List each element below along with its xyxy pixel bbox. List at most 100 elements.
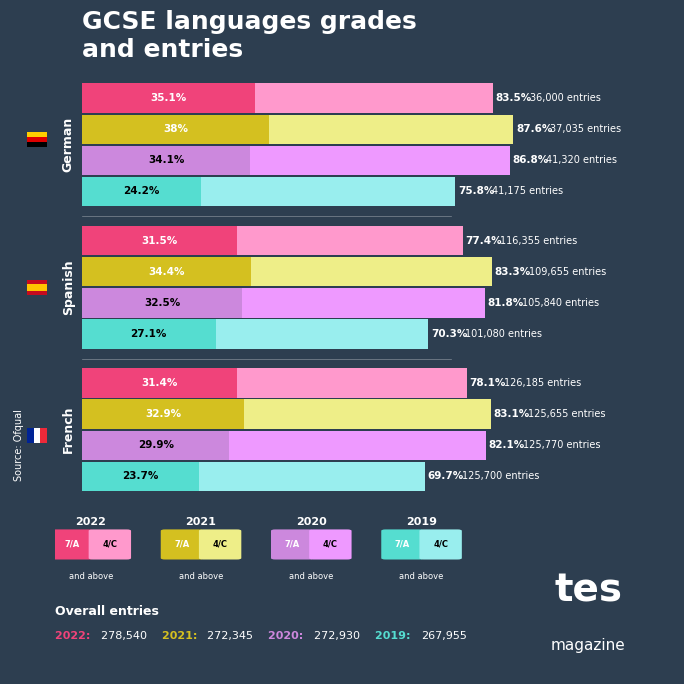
- Bar: [82, 114, 514, 144]
- Text: 31.5%: 31.5%: [142, 235, 178, 246]
- Text: 83.5%: 83.5%: [496, 93, 532, 103]
- Text: 2021:: 2021:: [161, 631, 201, 641]
- Bar: [27, 131, 47, 137]
- Text: German: German: [62, 117, 75, 172]
- Text: 126,185 entries: 126,185 entries: [503, 378, 581, 388]
- Text: 2020: 2020: [296, 516, 327, 527]
- Text: 83.3%: 83.3%: [495, 267, 531, 277]
- Text: 4/C: 4/C: [103, 540, 118, 549]
- Text: 2021: 2021: [185, 516, 216, 527]
- Bar: [82, 83, 493, 113]
- Bar: [34, 428, 40, 443]
- Bar: [82, 462, 425, 491]
- Bar: [27, 428, 34, 443]
- Text: 2019:: 2019:: [376, 631, 415, 641]
- Text: French: French: [62, 406, 75, 453]
- FancyBboxPatch shape: [89, 529, 131, 560]
- Text: 23.7%: 23.7%: [122, 471, 159, 482]
- FancyBboxPatch shape: [161, 529, 203, 560]
- Text: 267,955: 267,955: [421, 631, 467, 641]
- Text: 82.1%: 82.1%: [489, 440, 525, 450]
- Bar: [82, 83, 255, 113]
- Text: and above: and above: [68, 572, 113, 581]
- Bar: [82, 288, 242, 317]
- Bar: [27, 283, 47, 291]
- Text: 41,320 entries: 41,320 entries: [547, 155, 618, 166]
- FancyBboxPatch shape: [199, 529, 241, 560]
- Bar: [82, 257, 252, 287]
- Text: 34.1%: 34.1%: [148, 155, 184, 166]
- Text: 2022:: 2022:: [55, 631, 94, 641]
- Bar: [27, 280, 47, 283]
- Bar: [82, 288, 485, 317]
- Text: 4/C: 4/C: [213, 540, 228, 549]
- Text: Source: Ofqual: Source: Ofqual: [14, 408, 24, 481]
- Bar: [40, 428, 47, 443]
- Text: 2020:: 2020:: [268, 631, 308, 641]
- Text: 32.5%: 32.5%: [144, 298, 180, 308]
- Bar: [27, 137, 47, 142]
- FancyBboxPatch shape: [381, 529, 423, 560]
- Bar: [82, 176, 456, 207]
- Text: 116,355 entries: 116,355 entries: [500, 235, 577, 246]
- Bar: [82, 176, 201, 207]
- Bar: [82, 319, 428, 349]
- Bar: [82, 368, 237, 398]
- Text: 38%: 38%: [163, 124, 188, 134]
- Text: 272,930: 272,930: [314, 631, 367, 641]
- Bar: [82, 430, 229, 460]
- Text: 36,000 entries: 36,000 entries: [530, 93, 601, 103]
- Bar: [82, 226, 237, 255]
- Text: 4/C: 4/C: [323, 540, 338, 549]
- Text: 278,540: 278,540: [101, 631, 153, 641]
- Text: and above: and above: [179, 572, 223, 581]
- Text: 7/A: 7/A: [395, 540, 410, 549]
- FancyBboxPatch shape: [271, 529, 313, 560]
- Text: 7/A: 7/A: [285, 540, 300, 549]
- Text: 69.7%: 69.7%: [428, 471, 464, 482]
- Text: 70.3%: 70.3%: [431, 329, 467, 339]
- Text: 78.1%: 78.1%: [469, 378, 505, 388]
- FancyBboxPatch shape: [309, 529, 352, 560]
- Text: 125,700 entries: 125,700 entries: [462, 471, 540, 482]
- Text: 2022: 2022: [75, 516, 106, 527]
- Bar: [27, 291, 47, 295]
- Bar: [82, 399, 491, 429]
- Text: 81.8%: 81.8%: [488, 298, 524, 308]
- Text: 41,175 entries: 41,175 entries: [492, 187, 564, 196]
- Text: 109,655 entries: 109,655 entries: [529, 267, 607, 277]
- Text: 34.4%: 34.4%: [148, 267, 185, 277]
- Bar: [82, 319, 215, 349]
- Text: 75.8%: 75.8%: [458, 187, 495, 196]
- Text: 77.4%: 77.4%: [466, 235, 502, 246]
- FancyBboxPatch shape: [419, 529, 462, 560]
- Text: Spanish: Spanish: [62, 259, 75, 315]
- Text: 7/A: 7/A: [174, 540, 189, 549]
- Text: 27.1%: 27.1%: [131, 329, 167, 339]
- Text: 7/A: 7/A: [64, 540, 79, 549]
- Text: 37,035 entries: 37,035 entries: [551, 124, 622, 134]
- Bar: [82, 114, 269, 144]
- Text: and above: and above: [289, 572, 334, 581]
- Text: magazine: magazine: [551, 638, 626, 653]
- Bar: [82, 399, 244, 429]
- Bar: [82, 257, 492, 287]
- Text: 125,770 entries: 125,770 entries: [523, 440, 601, 450]
- Bar: [82, 430, 486, 460]
- Bar: [27, 142, 47, 146]
- Text: Overall entries: Overall entries: [55, 605, 159, 618]
- Bar: [82, 146, 250, 175]
- Text: 83.1%: 83.1%: [494, 409, 530, 419]
- Bar: [82, 462, 199, 491]
- Text: tes: tes: [554, 571, 622, 609]
- Text: 29.9%: 29.9%: [137, 440, 174, 450]
- Text: 86.8%: 86.8%: [512, 155, 549, 166]
- Bar: [82, 368, 466, 398]
- FancyBboxPatch shape: [51, 529, 93, 560]
- Text: 4/C: 4/C: [433, 540, 448, 549]
- Text: 32.9%: 32.9%: [145, 409, 181, 419]
- Text: GCSE languages grades
and entries: GCSE languages grades and entries: [82, 10, 417, 62]
- Text: 24.2%: 24.2%: [124, 187, 160, 196]
- Text: and above: and above: [399, 572, 444, 581]
- Text: 101,080 entries: 101,080 entries: [465, 329, 542, 339]
